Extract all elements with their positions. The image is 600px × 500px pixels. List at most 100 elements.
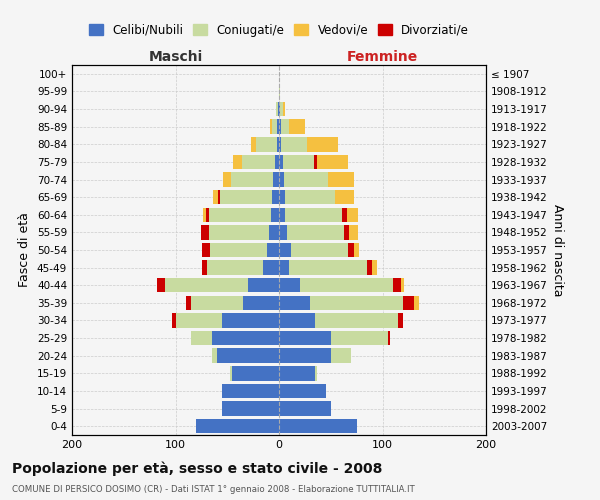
Bar — [230, 366, 232, 380]
Bar — [372, 260, 377, 275]
Bar — [222, 402, 279, 416]
Bar — [206, 208, 209, 222]
Bar — [349, 225, 358, 240]
Bar — [191, 296, 243, 310]
Bar — [315, 366, 317, 380]
Bar — [279, 154, 283, 169]
Bar — [202, 243, 209, 257]
Bar — [279, 314, 315, 328]
Bar — [310, 296, 403, 310]
Bar — [403, 296, 413, 310]
Bar — [176, 314, 222, 328]
Text: Femmine: Femmine — [347, 50, 418, 64]
Bar — [203, 208, 206, 222]
Bar — [242, 154, 275, 169]
Bar — [279, 84, 280, 98]
Bar — [279, 225, 287, 240]
Bar — [263, 260, 279, 275]
Bar — [413, 296, 419, 310]
Bar — [367, 260, 372, 275]
Bar — [342, 208, 347, 222]
Bar — [222, 314, 279, 328]
Bar — [266, 243, 279, 257]
Bar — [212, 348, 217, 363]
Bar — [328, 172, 353, 186]
Bar — [331, 331, 388, 345]
Bar — [279, 402, 331, 416]
Bar — [213, 190, 218, 204]
Bar — [347, 208, 358, 222]
Bar — [209, 243, 266, 257]
Bar — [271, 208, 279, 222]
Bar — [272, 190, 279, 204]
Bar — [388, 331, 390, 345]
Bar — [275, 154, 279, 169]
Bar — [401, 278, 404, 292]
Bar — [279, 278, 300, 292]
Legend: Celibi/Nubili, Coniugati/e, Vedovi/e, Divorziati/e: Celibi/Nubili, Coniugati/e, Vedovi/e, Di… — [84, 19, 474, 42]
Bar — [209, 208, 271, 222]
Bar — [277, 137, 279, 152]
Bar — [353, 243, 359, 257]
Bar — [285, 190, 335, 204]
Bar — [289, 120, 305, 134]
Text: Popolazione per età, sesso e stato civile - 2008: Popolazione per età, sesso e stato civil… — [12, 461, 382, 475]
Bar — [248, 278, 279, 292]
Bar — [217, 348, 279, 363]
Bar — [398, 314, 403, 328]
Bar — [186, 296, 191, 310]
Bar — [233, 154, 242, 169]
Bar — [278, 102, 279, 117]
Bar — [344, 225, 349, 240]
Y-axis label: Anni di nascita: Anni di nascita — [551, 204, 564, 296]
Bar — [287, 225, 344, 240]
Bar — [273, 172, 279, 186]
Bar — [206, 260, 263, 275]
Bar — [279, 243, 292, 257]
Bar — [272, 120, 277, 134]
Bar — [202, 225, 209, 240]
Bar — [317, 154, 349, 169]
Bar — [279, 348, 331, 363]
Bar — [232, 366, 279, 380]
Bar — [315, 314, 398, 328]
Bar — [276, 102, 278, 117]
Bar — [279, 208, 285, 222]
Bar — [223, 172, 232, 186]
Bar — [331, 348, 352, 363]
Bar — [222, 384, 279, 398]
Bar — [283, 102, 285, 117]
Bar — [300, 278, 393, 292]
Bar — [279, 120, 281, 134]
Bar — [172, 314, 176, 328]
Bar — [256, 137, 277, 152]
Bar — [335, 190, 353, 204]
Bar — [281, 120, 289, 134]
Bar — [232, 172, 273, 186]
Bar — [289, 260, 367, 275]
Bar — [279, 190, 285, 204]
Bar — [243, 296, 279, 310]
Bar — [307, 137, 338, 152]
Bar — [279, 137, 281, 152]
Bar — [218, 190, 220, 204]
Bar — [251, 137, 256, 152]
Bar — [191, 331, 212, 345]
Bar — [285, 208, 342, 222]
Bar — [314, 154, 317, 169]
Bar — [269, 120, 272, 134]
Bar — [349, 243, 353, 257]
Text: Maschi: Maschi — [148, 50, 203, 64]
Bar — [165, 278, 248, 292]
Bar — [209, 225, 269, 240]
Text: COMUNE DI PERSICO DOSIMO (CR) - Dati ISTAT 1° gennaio 2008 - Elaborazione TUTTIT: COMUNE DI PERSICO DOSIMO (CR) - Dati IST… — [12, 486, 415, 494]
Bar — [283, 154, 314, 169]
Bar — [157, 278, 165, 292]
Bar — [269, 225, 279, 240]
Bar — [212, 331, 279, 345]
Bar — [279, 419, 356, 434]
Y-axis label: Fasce di età: Fasce di età — [19, 212, 31, 288]
Bar — [393, 278, 401, 292]
Bar — [279, 102, 280, 117]
Bar — [279, 172, 284, 186]
